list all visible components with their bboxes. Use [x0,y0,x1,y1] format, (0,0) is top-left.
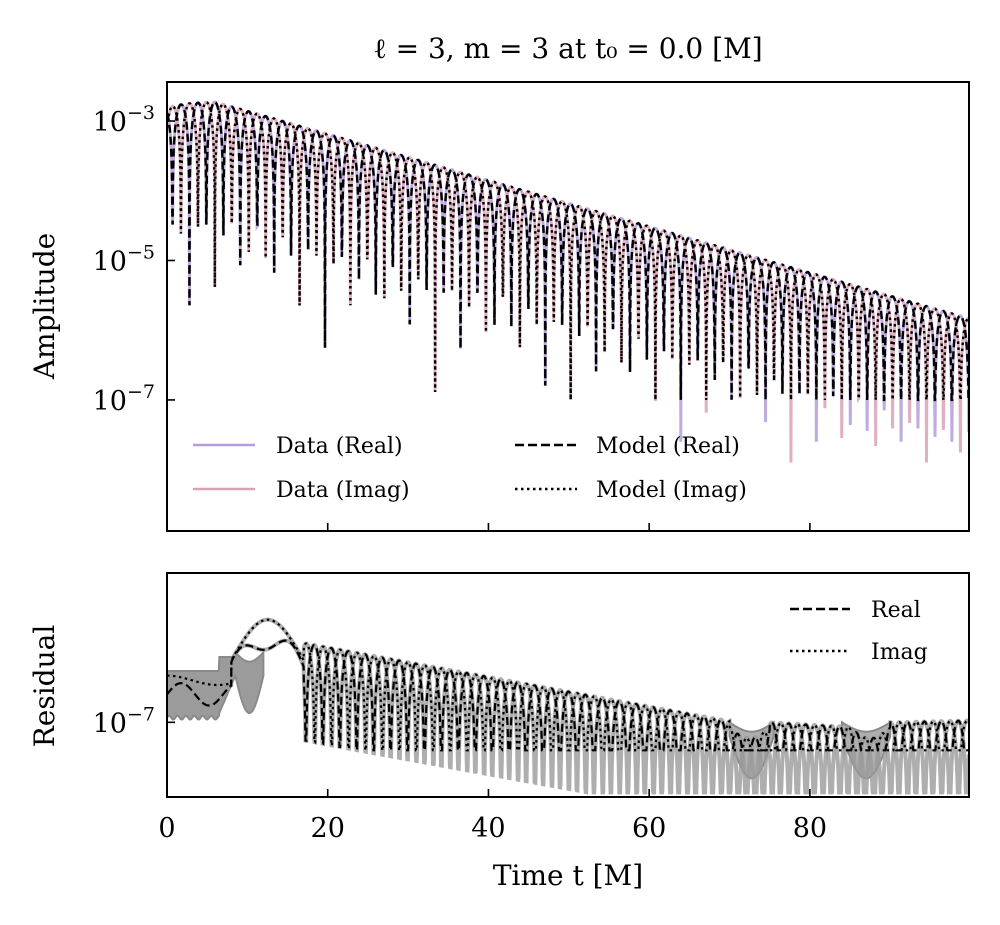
x-tick-label: 60 [632,813,666,844]
amplitude-y-label: Amplitude [28,233,61,380]
y-tick-label: 10−3 [93,102,155,138]
residual-series-group [167,617,969,795]
series-model-real [167,100,969,402]
legend-label-data-real: Data (Real) [276,434,403,459]
legend-item-model-real: Model (Real) [515,434,740,459]
residual-panel: 10−7 0 20 40 60 80 Residual Time t [M] Real … [28,572,970,892]
series-data-real [167,100,969,442]
legend-item-residual-real: Real [790,598,921,623]
series-residual-real [167,639,969,752]
x-tick-label: 80 [793,813,827,844]
x-tick-label: 0 [158,813,175,844]
amplitude-axes-frame [166,81,970,532]
y-tick-label: 10−7 [93,703,155,739]
series-model-imag [167,101,969,403]
x-tick-label: 20 [311,813,345,844]
legend-label-model-imag: Model (Imag) [596,478,747,503]
legend-item-data-imag: Data (Imag) [193,478,410,503]
x-tick-label: 40 [471,813,505,844]
legend-label-data-imag: Data (Imag) [276,478,410,503]
amplitude-x-ticks [166,523,811,531]
y-tick-label: 10−7 [93,381,155,417]
amplitude-series-group [167,100,969,463]
residual-x-ticks: 0 20 40 60 80 [158,789,827,844]
y-tick-label: 10−5 [93,241,155,277]
residual-legend: Real Imag [790,598,928,665]
amplitude-legend: Data (Real) Data (Imag) Model (Real) Mod… [193,434,747,503]
legend-item-residual-imag: Imag [790,640,928,665]
legend-label-residual-imag: Imag [871,640,928,665]
residual-y-ticks: 10−7 [93,703,175,739]
residual-axes-frame [166,572,970,798]
legend-label-residual-real: Real [871,598,921,623]
x-axis-label: Time t [M] [493,859,643,892]
legend-label-model-real: Model (Real) [596,434,740,459]
legend-item-model-imag: Model (Imag) [515,478,747,503]
amplitude-y-ticks: 10−3 10−5 10−7 [93,102,175,417]
amplitude-panel: 10−3 10−5 10−7 Amplitude Data (Real) Data … [28,81,970,532]
series-residual-imag [167,618,969,752]
series-data-imag [167,100,969,463]
legend-item-data-real: Data (Real) [193,434,403,459]
chart-title: ℓ = 3, m = 3 at t₀ = 0.0 [M] [373,32,762,65]
residual-y-label: Residual [28,625,61,748]
